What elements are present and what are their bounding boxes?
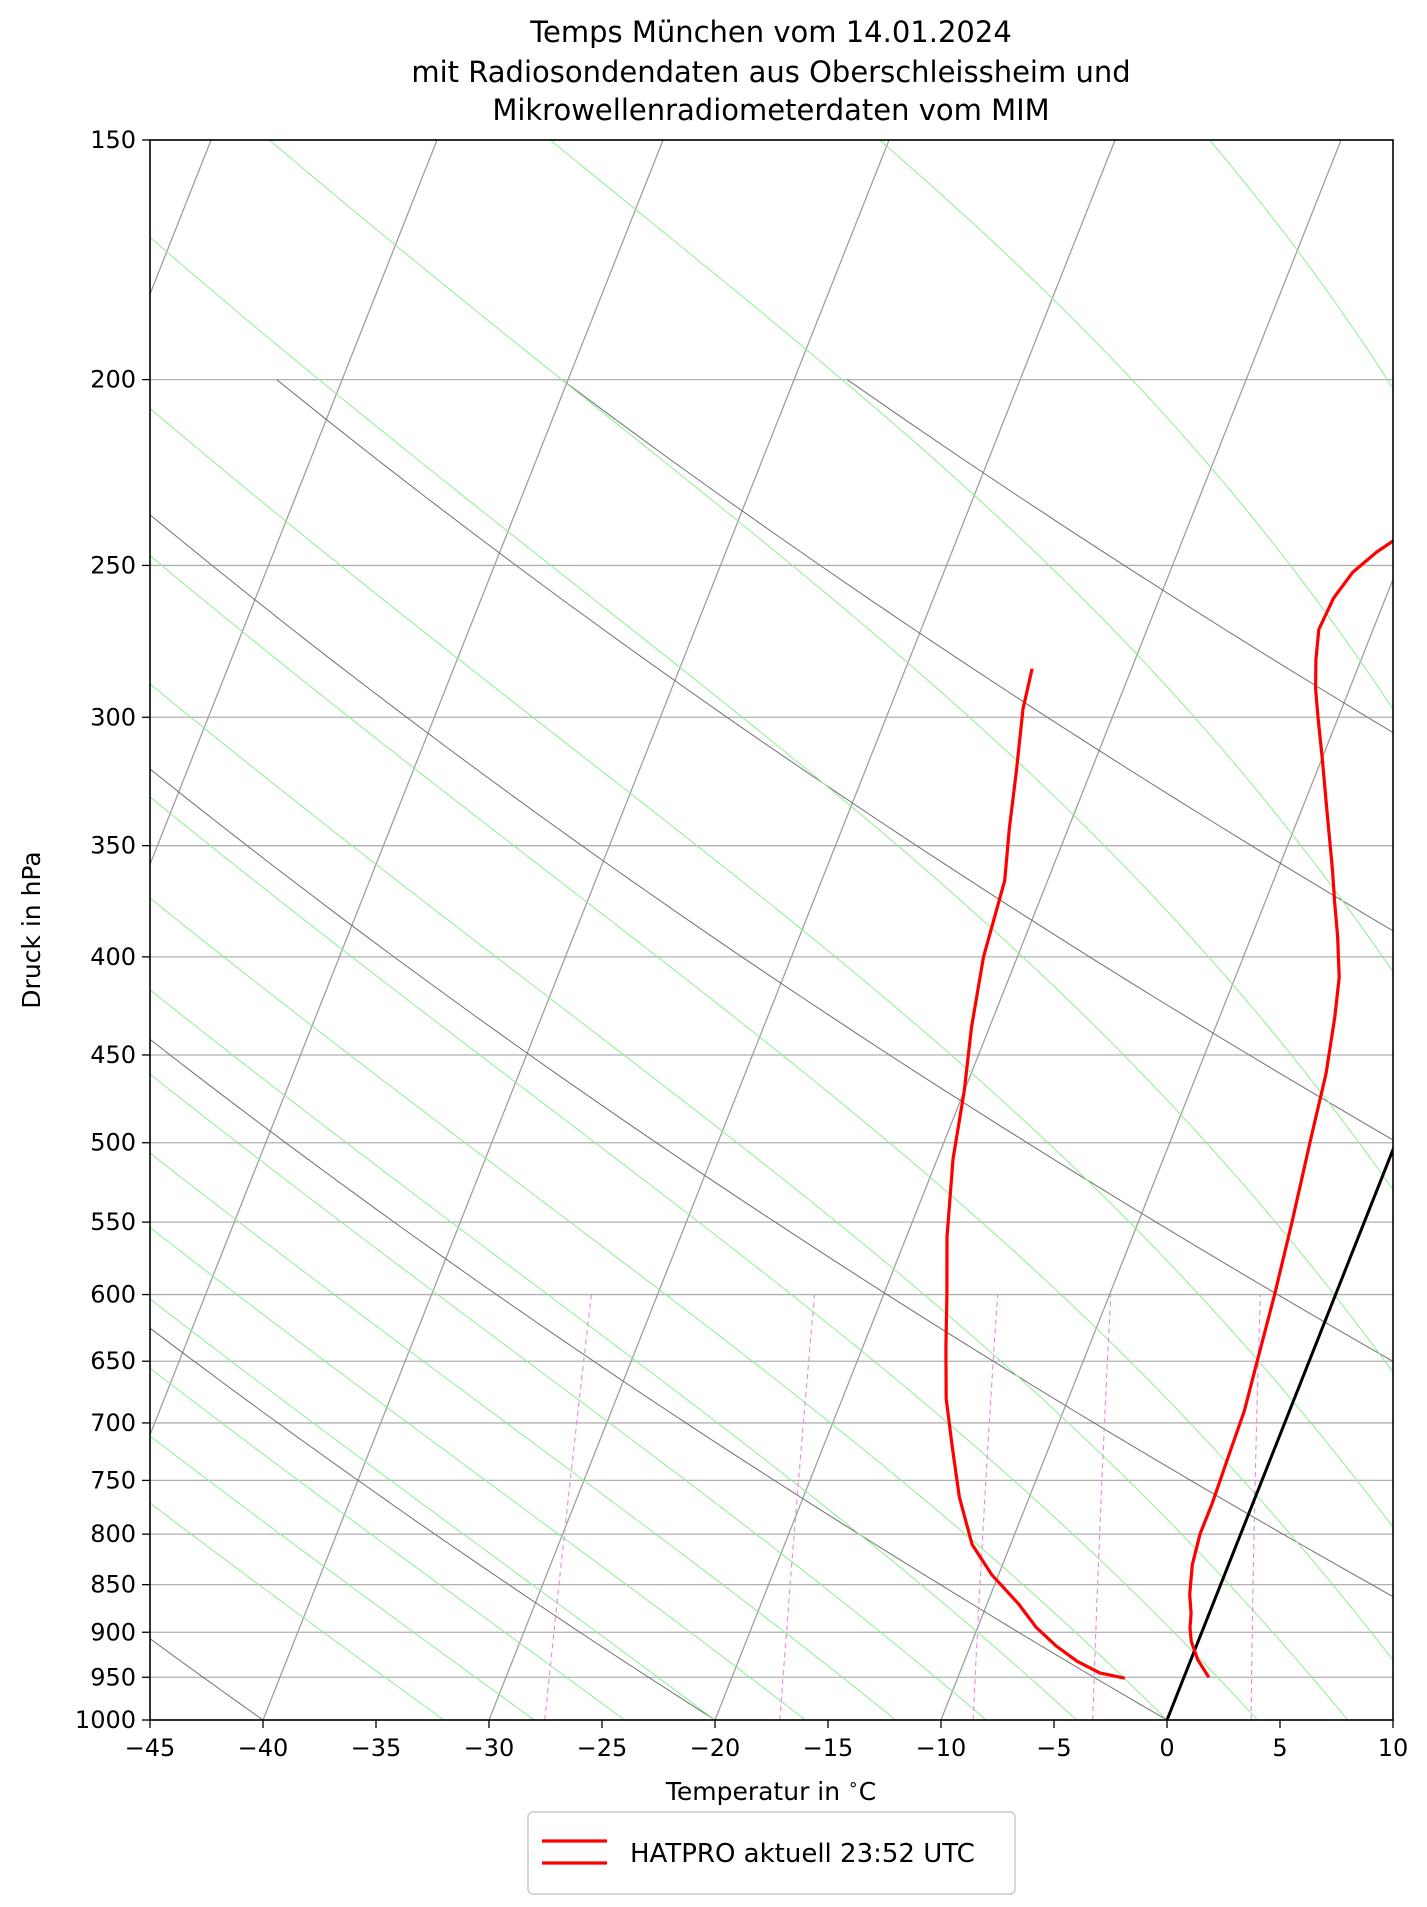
isotherm-10 — [1392, 1718, 1393, 1720]
x-tick-label-1: −40 — [238, 1734, 289, 1762]
title-line-2: mit Radiosondendaten aus Oberschleisshei… — [411, 55, 1130, 89]
y-tick-label-500: 500 — [90, 1129, 136, 1157]
moist-adiabat--20 — [150, 1298, 716, 1720]
moist-adiabat-lines — [150, 140, 1393, 1720]
moist-adiabat-4 — [150, 796, 1258, 1720]
x-tick-label-8: −5 — [1036, 1734, 1071, 1762]
isotherm--10 — [940, 577, 1393, 1720]
dry-adiabat-40 — [150, 514, 1393, 1362]
y-tick-label-900: 900 — [90, 1618, 136, 1646]
pressure-gridlines — [150, 139, 1393, 1721]
moist-adiabat-36 — [1209, 140, 1393, 390]
isotherm--60 — [150, 140, 438, 867]
profile-series — [944, 539, 1393, 1680]
mixing-ratio-1 — [779, 1294, 816, 1720]
series-line-1 — [1188, 539, 1393, 1679]
dry-adiabat-60 — [276, 379, 1393, 1141]
dry-adiabat-20 — [150, 768, 1393, 1598]
moist-adiabat-28 — [549, 140, 1393, 973]
legend-box — [527, 1811, 1016, 1895]
x-axis-ticks: −45 −40 −35 −30 −25 −20 −15 −10 −5 0 5 10 — [125, 1720, 1409, 1762]
moist-adiabat--24 — [150, 1367, 625, 1720]
zero-degree-isotherm — [1165, 1145, 1393, 1720]
moist-adiabat-8 — [150, 683, 1349, 1720]
dry-adiabat-80 — [561, 379, 1393, 932]
y-axis-ticks: 1000 950 900 850 800 750 700 650 600 550 500 450 400… — [75, 126, 150, 1734]
moist-adiabat--32 — [150, 1502, 445, 1720]
y-tick-label-250: 250 — [90, 551, 136, 579]
moist-adiabat--4 — [150, 989, 1077, 1720]
x-tick-label-7: −10 — [916, 1734, 967, 1762]
y-tick-label-800: 800 — [90, 1520, 136, 1548]
y-tick-label-200: 200 — [90, 366, 136, 394]
dry-adiabat--20 — [150, 1327, 716, 1720]
mixing-ratio-3 — [1092, 1294, 1112, 1720]
y-tick-label-400: 400 — [90, 943, 136, 971]
moist-adiabat-16 — [150, 407, 1393, 1529]
moist-adiabat--8 — [150, 1073, 987, 1720]
y-tick-label-600: 600 — [90, 1281, 136, 1309]
moist-adiabat--12 — [150, 1152, 897, 1720]
x-tick-label-0: −45 — [125, 1734, 176, 1762]
moist-adiabat-24 — [269, 140, 1393, 1191]
title-line-3: Mikrowellenradiometerdaten vom MIM — [492, 93, 1049, 127]
x-tick-label-5: −20 — [690, 1734, 741, 1762]
y-tick-label-850: 850 — [90, 1571, 136, 1599]
isotherm-0 — [1165, 1145, 1393, 1720]
legend-label: HATPRO aktuell 23:52 UTC — [630, 1839, 975, 1869]
title-line-1: Temps München vom 14.01.2024 — [529, 15, 1012, 49]
y-tick-label-450: 450 — [90, 1041, 136, 1069]
moist-adiabat--28 — [150, 1435, 535, 1720]
y-tick-label-750: 750 — [90, 1466, 136, 1494]
y-tick-label-550: 550 — [90, 1208, 136, 1236]
y-tick-label-1000: 1000 — [75, 1706, 136, 1734]
moist-adiabat-32 — [879, 140, 1393, 710]
legend: HATPRO aktuell 23:52 UTC — [527, 1811, 1016, 1895]
dry-adiabat-lines — [150, 379, 1393, 1720]
y-tick-label-150: 150 — [90, 126, 136, 154]
dry-adiabat-100 — [846, 379, 1393, 734]
mixing-ratio-lines — [544, 1294, 1406, 1720]
x-tick-label-4: −25 — [577, 1734, 628, 1762]
mixing-ratio-0.4 — [544, 1294, 592, 1720]
y-tick-label-700: 700 — [90, 1409, 136, 1437]
y-tick-label-950: 950 — [90, 1663, 136, 1691]
x-axis-label: Temperatur in ∘C — [665, 1775, 876, 1806]
x-tick-label-9: 0 — [1159, 1734, 1174, 1762]
isotherm--50 — [150, 140, 664, 1437]
moist-adiabat-0 — [150, 897, 1168, 1720]
mixing-ratio-8 — [1404, 1295, 1406, 1720]
isotherm--40 — [262, 140, 890, 1720]
x-tick-label-6: −15 — [803, 1734, 854, 1762]
y-tick-label-300: 300 — [90, 703, 136, 731]
y-tick-label-350: 350 — [90, 832, 136, 860]
mixing-ratio-2 — [972, 1294, 999, 1720]
moist-adiabat--16 — [150, 1226, 806, 1720]
isotherm--20 — [714, 140, 1342, 1720]
isotherm-lines — [150, 140, 1393, 1720]
moist-adiabat-20 — [150, 236, 1393, 1374]
x-tick-label-3: −30 — [464, 1734, 515, 1762]
chart-title: Temps München vom 14.01.2024 mit Radioso… — [411, 15, 1130, 127]
y-axis-label: Druck in hPa — [17, 851, 46, 1008]
dry-adiabat-0 — [150, 1038, 1168, 1720]
y-tick-label-650: 650 — [90, 1347, 136, 1375]
mixing-ratio-5 — [1250, 1294, 1261, 1720]
x-tick-label-11: 10 — [1378, 1734, 1409, 1762]
plot-frame — [149, 139, 1394, 1721]
moist-adiabat-12 — [150, 554, 1393, 1661]
x-tick-label-10: 5 — [1272, 1734, 1287, 1762]
x-tick-label-2: −35 — [351, 1734, 402, 1762]
series-line-2 — [944, 668, 1126, 1680]
